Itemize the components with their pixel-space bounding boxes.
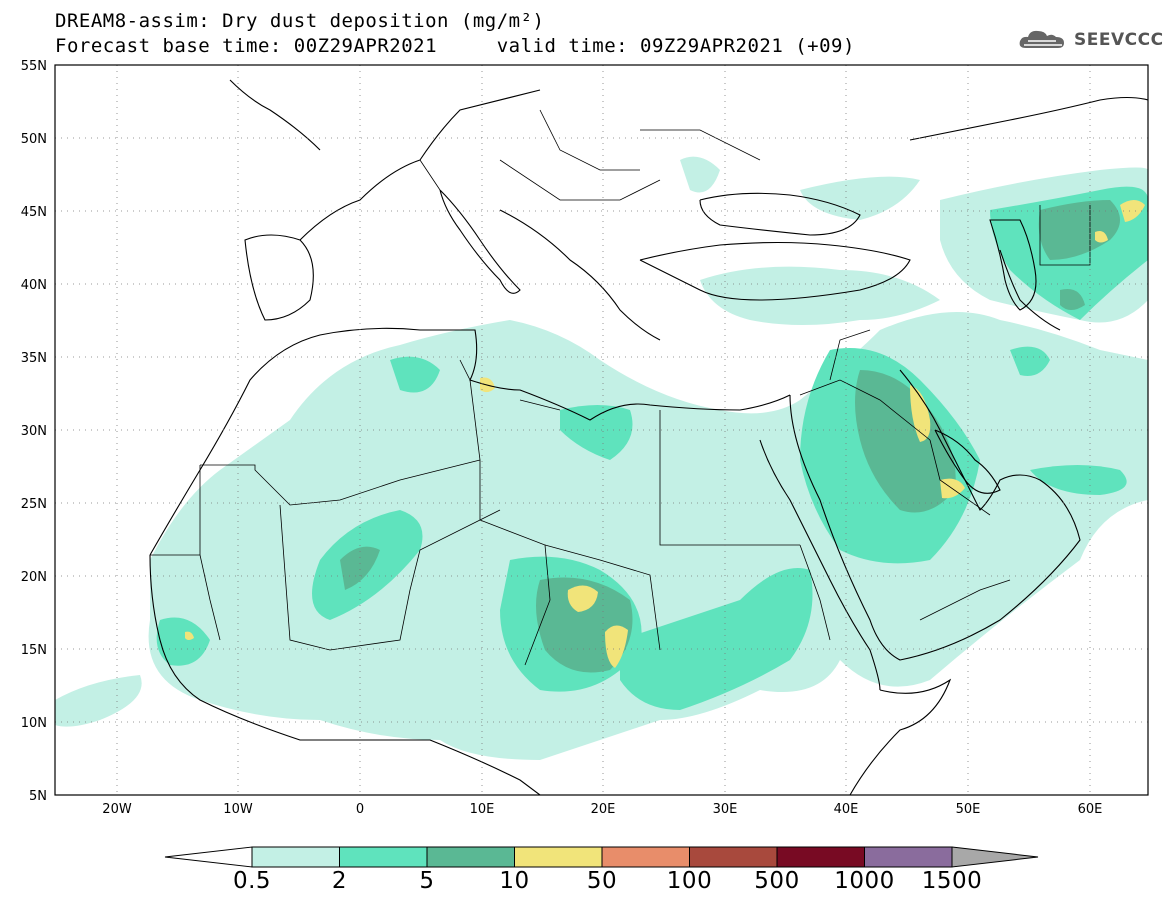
lat-label: 25N	[21, 497, 47, 512]
lat-label: 30N	[21, 424, 47, 439]
lon-label: 50E	[956, 802, 981, 817]
lon-label: 20E	[591, 802, 616, 817]
lon-label: 30E	[713, 802, 738, 817]
lat-label: 35N	[21, 351, 47, 366]
colorbar-level-label: 500	[754, 868, 800, 894]
seevccc-logo: SEEVCCC	[1018, 28, 1164, 52]
colorbar-low-triangle	[164, 846, 253, 868]
forecast-time-line: Forecast base time: 00Z29APR2021 valid t…	[55, 35, 855, 57]
colorbar-level-label: 100	[666, 868, 713, 894]
lat-label: 50N	[21, 132, 47, 147]
lat-label: 10N	[21, 716, 47, 731]
lat-labels: 55N 50N 45N 40N 35N 30N 25N 20N 15N 10N …	[21, 59, 47, 804]
logo-text: SEEVCCC	[1074, 30, 1164, 50]
lat-label: 40N	[21, 278, 47, 293]
colorbar-level-label: 50	[586, 868, 618, 894]
lon-label: 20W	[102, 802, 132, 817]
lon-label: 40E	[834, 802, 859, 817]
colorbar-box	[689, 846, 778, 868]
lat-label: 20N	[21, 570, 47, 585]
cloud-logo-icon	[1019, 30, 1064, 48]
lon-label: 10W	[223, 802, 253, 817]
lon-label: 10E	[470, 802, 495, 817]
colorbar-level-label: 10	[499, 868, 530, 894]
dust-field	[55, 156, 1148, 760]
colorbar-level-label: 1500	[921, 868, 983, 894]
lon-labels: 20W 10W 0 10E 20E 30E 40E 50E 60E	[102, 802, 1102, 817]
colorbar-level-label: 5	[419, 868, 435, 894]
colorbar-box	[601, 846, 690, 868]
colorbar-box	[339, 846, 428, 868]
lon-label: 0	[356, 802, 364, 817]
colorbar-box	[776, 846, 865, 868]
chart-title: DREAM8-assim: Dry dust deposition (mg/m²…	[55, 10, 545, 32]
colorbar-box	[864, 846, 953, 868]
lat-label: 55N	[21, 59, 47, 74]
colorbar-box	[251, 846, 340, 868]
lat-label: 15N	[21, 643, 47, 658]
graticule	[55, 65, 1148, 795]
colorbar-level-label: 2	[331, 868, 348, 894]
colorbar-level-label: 1000	[834, 868, 895, 894]
borders	[150, 109, 1091, 666]
lat-label: 45N	[21, 205, 47, 220]
colorbar-box	[426, 846, 515, 868]
colorbar-high-triangle	[951, 846, 1039, 868]
colorbar-box	[514, 846, 603, 868]
coastlines	[149, 79, 1148, 795]
lat-label: 5N	[29, 789, 47, 804]
map-frame	[54, 64, 1149, 796]
lon-label: 60E	[1078, 802, 1103, 817]
colorbar-level-label: 0.5	[232, 868, 272, 894]
